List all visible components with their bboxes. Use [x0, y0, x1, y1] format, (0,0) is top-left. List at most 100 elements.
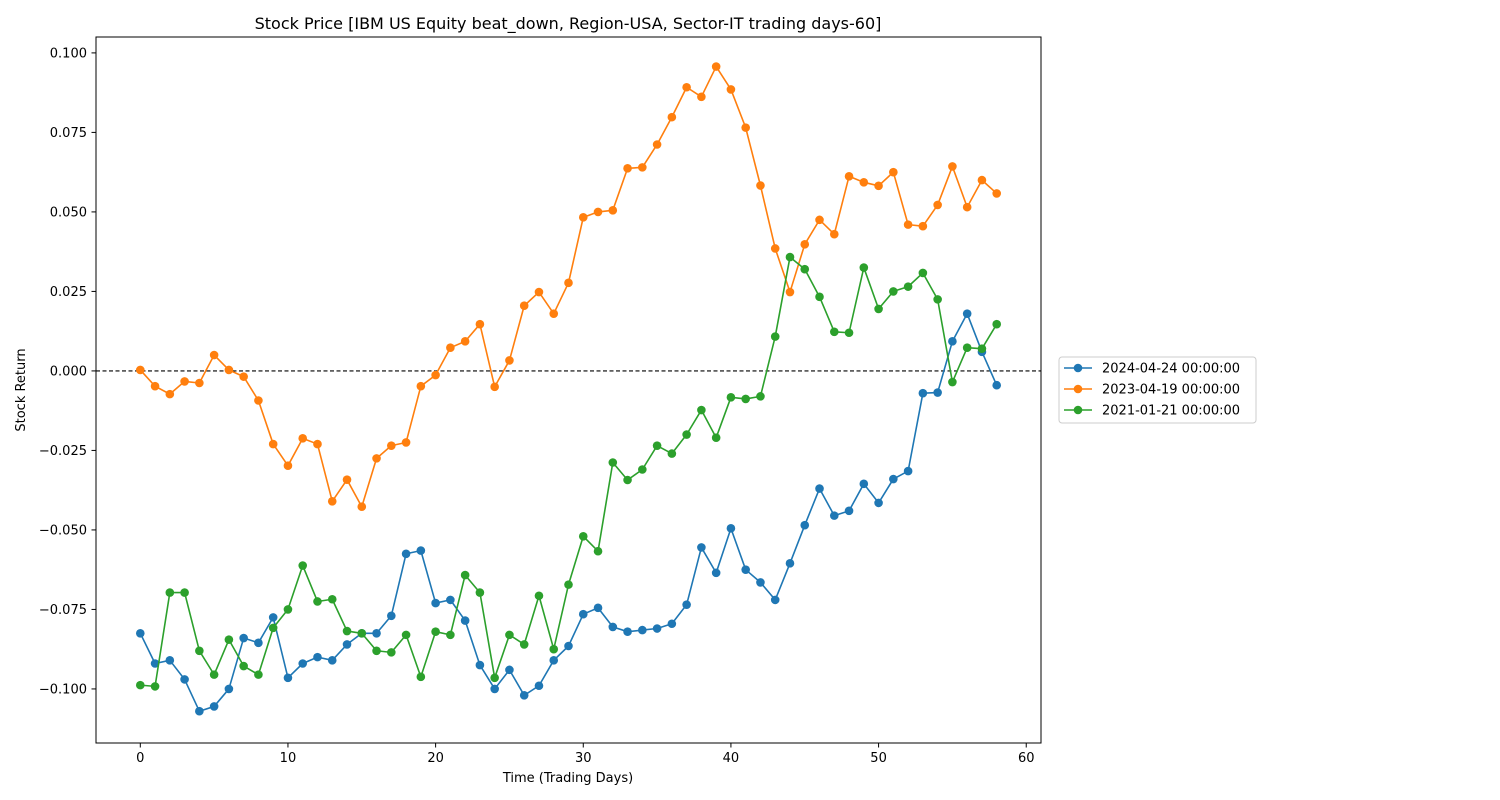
series-2-point	[401, 438, 411, 447]
series-1-point	[401, 549, 411, 559]
series-3-point	[741, 394, 750, 404]
series-3-point	[564, 580, 573, 589]
series-2-point	[652, 140, 662, 149]
series-2-point	[327, 497, 337, 506]
series-3-point	[578, 531, 588, 541]
x-tick-label: 30	[575, 751, 592, 766]
series-3-point	[431, 627, 440, 636]
x-axis-label: Time (Trading Days)	[502, 771, 633, 786]
series-2-point	[224, 365, 234, 375]
series-1-point	[918, 388, 928, 398]
series-2-point	[903, 220, 913, 229]
series-1-point	[933, 388, 942, 397]
series-2-point	[416, 381, 426, 391]
series-2-point	[372, 454, 381, 463]
series-3-point	[549, 644, 559, 654]
y-tick-label: 0.075	[50, 126, 87, 141]
series-3-point	[150, 682, 160, 691]
series-3-point	[298, 561, 308, 570]
series-3-point	[770, 332, 780, 341]
y-tick-label: 0.000	[50, 364, 87, 379]
series-3-point	[711, 433, 721, 443]
series-2-point	[357, 502, 367, 512]
series-1-point	[431, 598, 440, 608]
series-1-point	[756, 578, 765, 587]
series-2-point	[534, 287, 544, 297]
series-2	[135, 62, 1002, 512]
series-3-point	[209, 670, 219, 679]
series-1-point	[593, 603, 603, 613]
series-1-point	[652, 624, 662, 633]
series-1-point	[623, 627, 632, 636]
series-1-point	[150, 659, 160, 668]
series-2-point	[977, 175, 987, 185]
series-1-point	[342, 640, 352, 649]
series-3-point	[593, 546, 603, 556]
series-2-point	[889, 167, 898, 177]
series-2-point	[298, 434, 308, 443]
series-2-point	[135, 365, 145, 375]
series-3-point	[165, 588, 175, 597]
series-2-point	[623, 164, 632, 173]
chart-title: Stock Price [IBM US Equity beat_down, Re…	[255, 14, 882, 34]
series-2-point	[268, 439, 278, 449]
series-3-point	[313, 597, 322, 606]
series-2-point	[992, 189, 1002, 198]
x-tick-label: 0	[136, 751, 144, 766]
plot-frame	[95, 36, 1042, 744]
series-2-point	[180, 377, 189, 386]
x-tick-label: 10	[280, 751, 297, 766]
series-2-point	[682, 82, 691, 92]
series-2-point	[387, 441, 396, 450]
series-1-point	[209, 702, 219, 711]
series-2-point	[726, 85, 736, 94]
series-3-point	[401, 630, 411, 640]
series-3-point	[903, 282, 913, 291]
series-1-point	[815, 484, 824, 493]
series-2-point	[933, 200, 942, 210]
series-1-point	[711, 568, 721, 578]
y-tick-label: −0.050	[39, 523, 87, 538]
series-1-point	[800, 520, 810, 530]
series-1-point	[962, 309, 972, 318]
legend-label: 2021-01-21 00:00:00	[1102, 404, 1240, 419]
series-3-point	[697, 405, 706, 415]
series-3-point	[844, 328, 854, 338]
series-2-point	[254, 396, 263, 405]
series-layer	[96, 62, 1041, 716]
axes-layer: 0 10 20 30 40 50 60 −0.100 −0.075 −0.050 −0.025 0.0…	[39, 36, 1042, 766]
series-3-point	[357, 628, 367, 638]
series-2-point	[283, 461, 293, 470]
y-tick-label: 0.050	[50, 205, 87, 220]
series-2-point	[578, 213, 588, 222]
series-1-point	[475, 660, 485, 670]
series-3-point	[918, 268, 928, 278]
series-3-point	[327, 594, 337, 604]
series-3-point	[859, 263, 869, 272]
series-2-point	[505, 356, 514, 365]
series-1-point	[195, 706, 204, 716]
series-1-point	[519, 690, 529, 700]
series-1-point	[697, 543, 706, 552]
x-tick-label: 20	[427, 751, 444, 766]
series-1-point	[387, 611, 396, 621]
series-3-point	[785, 252, 795, 262]
series-2-point	[519, 301, 529, 311]
series-2-point	[239, 372, 248, 381]
series-3-point	[992, 319, 1002, 329]
series-3-point	[446, 630, 455, 640]
legend-entry: 2021-01-21 00:00:00	[1064, 404, 1240, 419]
series-3-point	[387, 648, 396, 657]
series-2-point	[475, 319, 485, 329]
series-3-point	[519, 640, 529, 649]
series-2-point	[490, 382, 499, 392]
series-3-point	[756, 392, 765, 401]
series-3-point	[638, 465, 647, 474]
series-1-point	[859, 479, 869, 489]
series-1-point	[460, 616, 470, 625]
series-2-point	[815, 215, 824, 225]
series-3-point	[889, 287, 898, 296]
series-1-point	[874, 498, 883, 508]
series-3-point	[933, 295, 942, 304]
